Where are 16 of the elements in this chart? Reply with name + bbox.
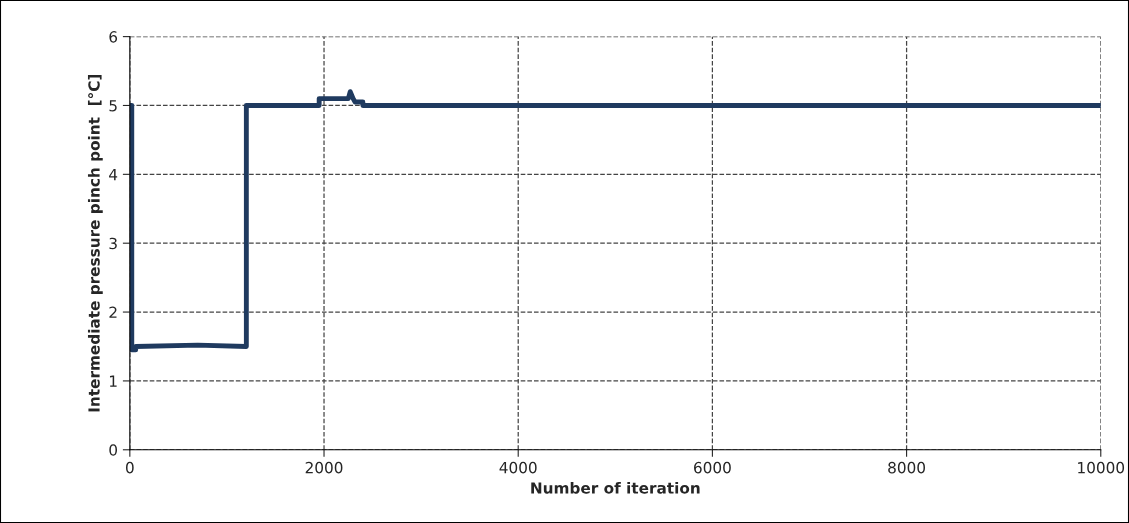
x-tick-label: 8000 xyxy=(888,461,926,474)
x-tick-label: 6000 xyxy=(694,461,731,474)
x-tick-label: 0 xyxy=(125,461,134,474)
y-tick-label: 3 xyxy=(109,237,117,250)
y-tick-label: 6 xyxy=(109,31,118,43)
x-tick-label: 4000 xyxy=(499,461,537,474)
y-tick-label: 5 xyxy=(109,100,117,112)
y-tick-label: 4 xyxy=(109,169,118,181)
y-tick-label: 1 xyxy=(109,375,117,387)
y-tick-label: 2 xyxy=(109,306,117,318)
y-axis-title: Intermediate pressure pinch point [°C] xyxy=(87,74,103,412)
line-series xyxy=(129,89,1101,353)
x-tick-label: 2000 xyxy=(305,461,343,474)
x-tick-label: 10000 xyxy=(1078,461,1125,474)
x-axis-title: Number of iteration xyxy=(531,481,700,494)
y-tick-label: 0 xyxy=(109,444,118,456)
